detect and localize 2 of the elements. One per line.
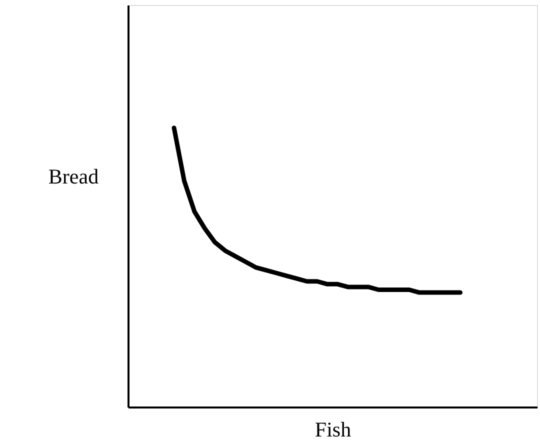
y-axis-title: Bread xyxy=(48,164,100,188)
x-axis-title: Fish xyxy=(314,418,352,440)
